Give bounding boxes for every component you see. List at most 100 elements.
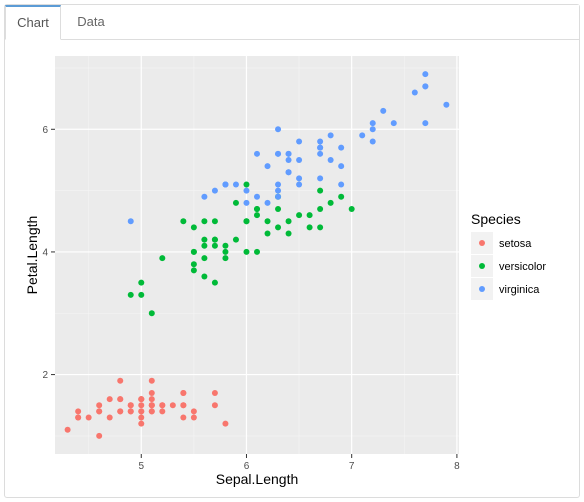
point-virginica — [254, 150, 260, 157]
point-setosa — [148, 408, 155, 415]
point-versicolor — [138, 291, 145, 298]
x-tick-label: 7 — [349, 461, 355, 472]
point-versicolor — [317, 224, 324, 231]
point-versicolor — [127, 291, 134, 298]
point-setosa — [96, 408, 103, 415]
point-setosa — [127, 408, 134, 415]
point-setosa — [148, 389, 155, 396]
point-setosa — [169, 402, 176, 409]
x-tick-label: 8 — [454, 461, 460, 472]
tab-chart[interactable]: Chart — [5, 5, 61, 40]
point-versicolor — [222, 255, 229, 262]
point-versicolor — [232, 236, 239, 243]
point-versicolor — [211, 236, 218, 243]
point-versicolor — [201, 236, 208, 243]
point-versicolor — [159, 255, 166, 262]
point-setosa — [190, 408, 197, 415]
point-virginica — [296, 138, 303, 145]
point-virginica — [285, 156, 292, 163]
point-versicolor — [190, 224, 197, 231]
point-virginica — [327, 132, 334, 139]
point-versicolor — [138, 279, 145, 286]
y-tick-label: 4 — [42, 247, 48, 258]
point-setosa — [138, 420, 145, 427]
point-versicolor — [201, 255, 208, 262]
point-versicolor — [222, 242, 229, 249]
point-setosa — [180, 414, 187, 421]
point-virginica — [422, 83, 429, 90]
point-setosa — [127, 402, 134, 409]
point-virginica — [243, 199, 250, 206]
point-setosa — [180, 389, 187, 396]
y-tick-label: 6 — [42, 125, 48, 136]
point-virginica — [264, 199, 271, 206]
legend-marker-versicolor — [479, 263, 485, 269]
x-tick-label: 5 — [138, 461, 144, 472]
plot-panel-background — [55, 56, 459, 454]
point-virginica — [201, 193, 208, 200]
point-virginica — [422, 71, 429, 78]
point-versicolor — [254, 248, 260, 255]
legend-label-virginica: virginica — [499, 284, 540, 296]
point-virginica — [369, 138, 376, 145]
chart-panel: Chart Data 5 6 7 8 2 4 6 Sepal.Length Petal.Le… — [4, 4, 580, 498]
point-setosa — [117, 377, 124, 384]
point-virginica — [338, 163, 345, 170]
point-versicolor — [327, 199, 334, 206]
point-setosa — [106, 396, 113, 403]
point-virginica — [317, 144, 324, 151]
point-setosa — [96, 432, 103, 439]
point-virginica — [317, 138, 324, 145]
point-versicolor — [306, 212, 313, 219]
point-setosa — [75, 408, 82, 415]
point-versicolor — [264, 230, 271, 237]
x-tick-label: 6 — [244, 461, 250, 472]
point-setosa — [148, 377, 155, 384]
point-versicolor — [317, 206, 324, 213]
point-virginica — [296, 181, 303, 188]
point-virginica — [296, 156, 303, 163]
point-versicolor — [285, 218, 292, 225]
point-versicolor — [254, 212, 260, 219]
point-versicolor — [285, 230, 292, 237]
point-virginica — [369, 126, 376, 133]
point-versicolor — [232, 199, 239, 206]
point-virginica — [296, 175, 303, 182]
point-setosa — [138, 408, 145, 415]
point-setosa — [117, 396, 124, 403]
point-virginica — [275, 126, 282, 133]
point-setosa — [159, 402, 166, 409]
point-virginica — [317, 175, 324, 182]
point-versicolor — [243, 181, 250, 188]
point-versicolor — [275, 224, 282, 231]
point-setosa — [85, 414, 92, 421]
legend-marker-virginica — [479, 286, 485, 292]
plot-area: 5 6 7 8 2 4 6 Sepal.Length Petal.Length Specie… — [5, 40, 579, 497]
point-virginica — [222, 181, 229, 188]
point-virginica — [380, 107, 387, 114]
point-setosa — [138, 414, 145, 421]
point-versicolor — [148, 310, 155, 317]
point-versicolor — [211, 218, 218, 225]
point-versicolor — [306, 224, 313, 231]
point-versicolor — [190, 261, 197, 268]
point-setosa — [138, 396, 145, 403]
point-setosa — [211, 402, 218, 409]
scatter-chart: 5 6 7 8 2 4 6 Sepal.Length Petal.Length Specie… — [24, 56, 546, 487]
point-virginica — [127, 218, 134, 225]
point-virginica — [390, 120, 397, 127]
point-setosa — [148, 402, 155, 409]
point-virginica — [411, 89, 418, 96]
point-virginica — [275, 181, 282, 188]
point-versicolor — [211, 279, 218, 286]
point-versicolor — [338, 193, 345, 200]
point-setosa — [75, 414, 82, 421]
point-virginica — [327, 156, 334, 163]
point-versicolor — [180, 218, 187, 225]
point-versicolor — [201, 273, 208, 280]
tab-data[interactable]: Data — [77, 14, 105, 29]
point-virginica — [338, 181, 345, 188]
point-versicolor — [254, 206, 260, 213]
point-virginica — [443, 101, 450, 108]
point-setosa — [96, 402, 103, 409]
